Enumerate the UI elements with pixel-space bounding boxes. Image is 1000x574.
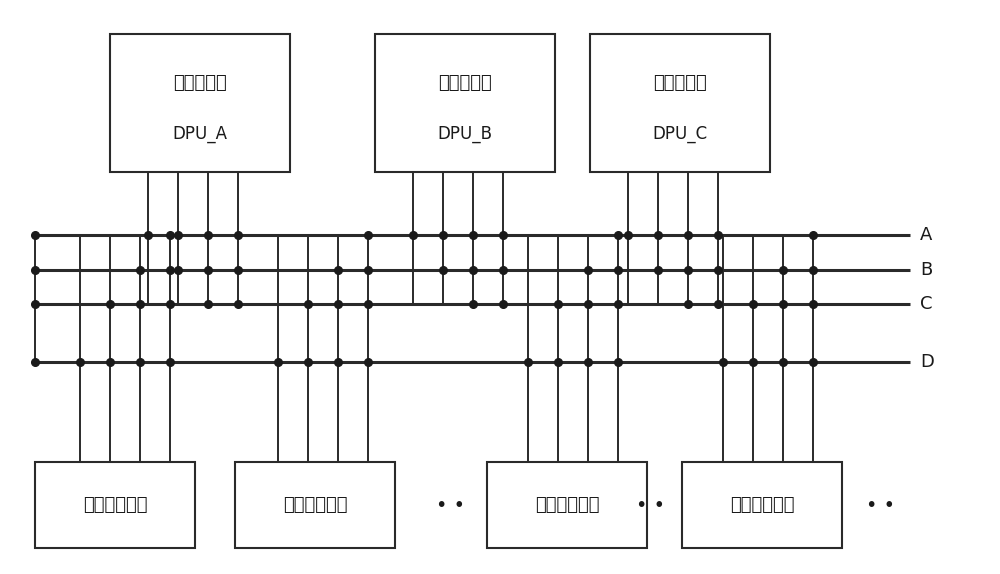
Bar [682,462,842,548]
Bar [35,462,195,548]
Bar [590,34,770,172]
Text: • •: • • [636,495,664,515]
Text: DPU_B: DPU_B [437,125,492,142]
Text: 模拟量输出卡: 模拟量输出卡 [283,496,347,514]
Text: A: A [920,226,932,245]
Bar [110,34,290,172]
Bar [487,462,647,548]
Text: 控制处理器: 控制处理器 [438,73,492,92]
Text: 模拟量输入卡: 模拟量输入卡 [83,496,147,514]
Text: 开关量输入卡: 开关量输入卡 [535,496,599,514]
Bar [375,34,555,172]
Text: • •: • • [436,495,464,515]
Bar [235,462,395,548]
Text: 控制处理器: 控制处理器 [653,73,707,92]
Text: D: D [920,352,934,371]
Text: 控制处理器: 控制处理器 [173,73,227,92]
Text: 开关量输出卡: 开关量输出卡 [730,496,794,514]
Text: • •: • • [866,495,895,515]
Text: B: B [920,261,932,279]
Text: DPU_C: DPU_C [652,125,708,142]
Text: DPU_A: DPU_A [173,125,228,142]
Text: C: C [920,295,932,313]
